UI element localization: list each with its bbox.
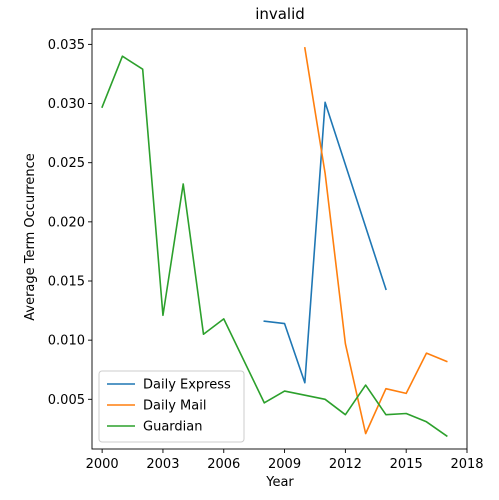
y-tick-label: 0.035 — [48, 38, 85, 53]
legend-box — [98, 370, 245, 443]
series-line-daily-express — [263, 101, 387, 384]
y-tick-label: 0.020 — [48, 215, 85, 230]
plot-frame — [91, 28, 468, 450]
x-tick-label: 2015 — [390, 457, 423, 472]
series-line-guardian — [101, 55, 448, 438]
y-tick-label: 0.015 — [48, 275, 85, 290]
series-layer — [101, 47, 448, 438]
x-tick-label: 2000 — [86, 457, 119, 472]
y-tick-label: 0.005 — [48, 393, 85, 408]
x-tick-label: 2006 — [207, 457, 240, 472]
x-tick-label: 2018 — [450, 457, 483, 472]
x-axis-title: Year — [265, 475, 294, 490]
y-tick-label: 0.025 — [48, 156, 85, 171]
y-tick-label: 0.030 — [48, 97, 85, 112]
y-tick-label: 0.010 — [48, 334, 85, 349]
legend-label: Daily Mail — [143, 399, 206, 414]
chart-title: invalid — [255, 5, 305, 23]
legend: Daily Express Daily Mail Guardian — [98, 370, 245, 443]
series-line-daily-mail — [303, 47, 448, 435]
x-tick-label: 2009 — [268, 457, 301, 472]
legend-label: Guardian — [143, 420, 202, 435]
legend-label: Daily Express — [143, 378, 231, 393]
axes-layer: 2000 2003 2006 2009 2012 2015 2018 0.005 0.010 0.… — [48, 28, 484, 472]
x-tick-label: 2012 — [329, 457, 362, 472]
x-tick-label: 2003 — [146, 457, 179, 472]
y-axis-title: Average Term Occurrence — [23, 153, 38, 320]
